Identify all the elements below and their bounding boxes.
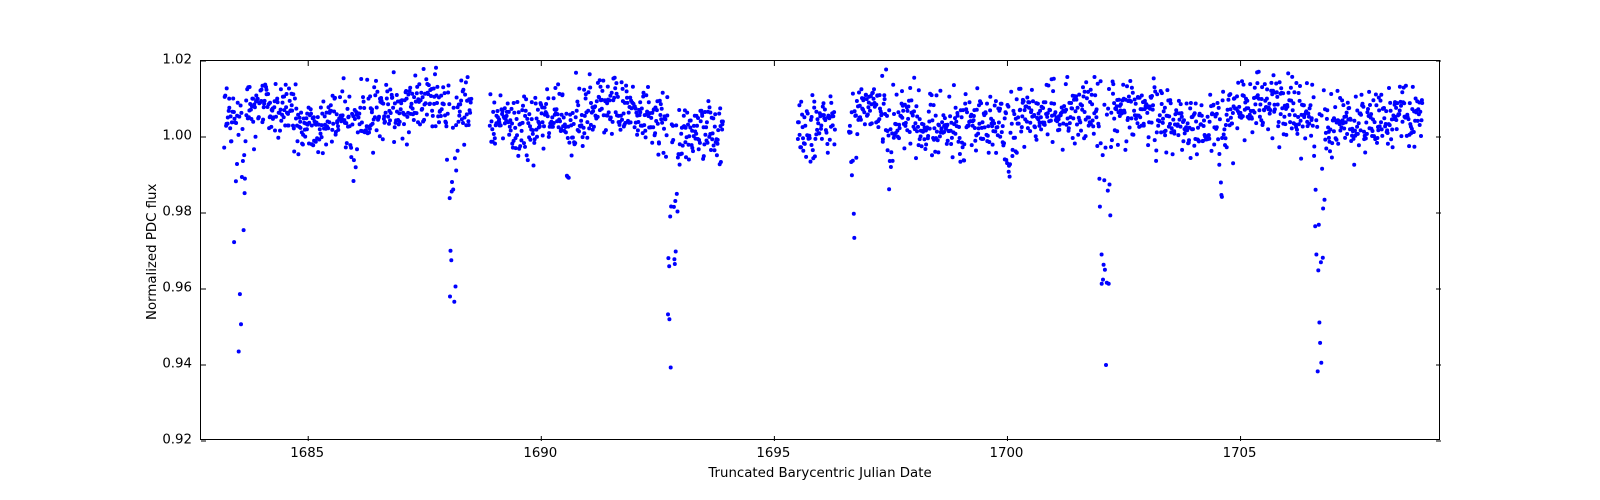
y-tick-label: 1.02: [162, 53, 192, 68]
x-tick-label: 1685: [290, 446, 324, 461]
y-tick-label: 1.00: [162, 129, 192, 144]
x-tick-label: 1705: [1223, 446, 1257, 461]
y-axis-label: Normalized PDC flux: [145, 184, 160, 320]
tick-marks: [201, 61, 1441, 441]
y-tick-label: 0.92: [162, 433, 192, 448]
axes-frame: [200, 60, 1440, 440]
x-tick-label: 1695: [756, 446, 790, 461]
x-axis-label: Truncated Barycentric Julian Date: [708, 466, 931, 481]
y-tick-label: 0.94: [162, 357, 192, 372]
y-tick-label: 0.96: [162, 281, 192, 296]
x-tick-label: 1700: [989, 446, 1023, 461]
figure: 1685 1690 1695 1700 1705 0.92 0.94 0.96 0.98 1.0…: [0, 0, 1600, 500]
x-tick-label: 1690: [523, 446, 557, 461]
y-tick-label: 0.98: [162, 205, 192, 220]
